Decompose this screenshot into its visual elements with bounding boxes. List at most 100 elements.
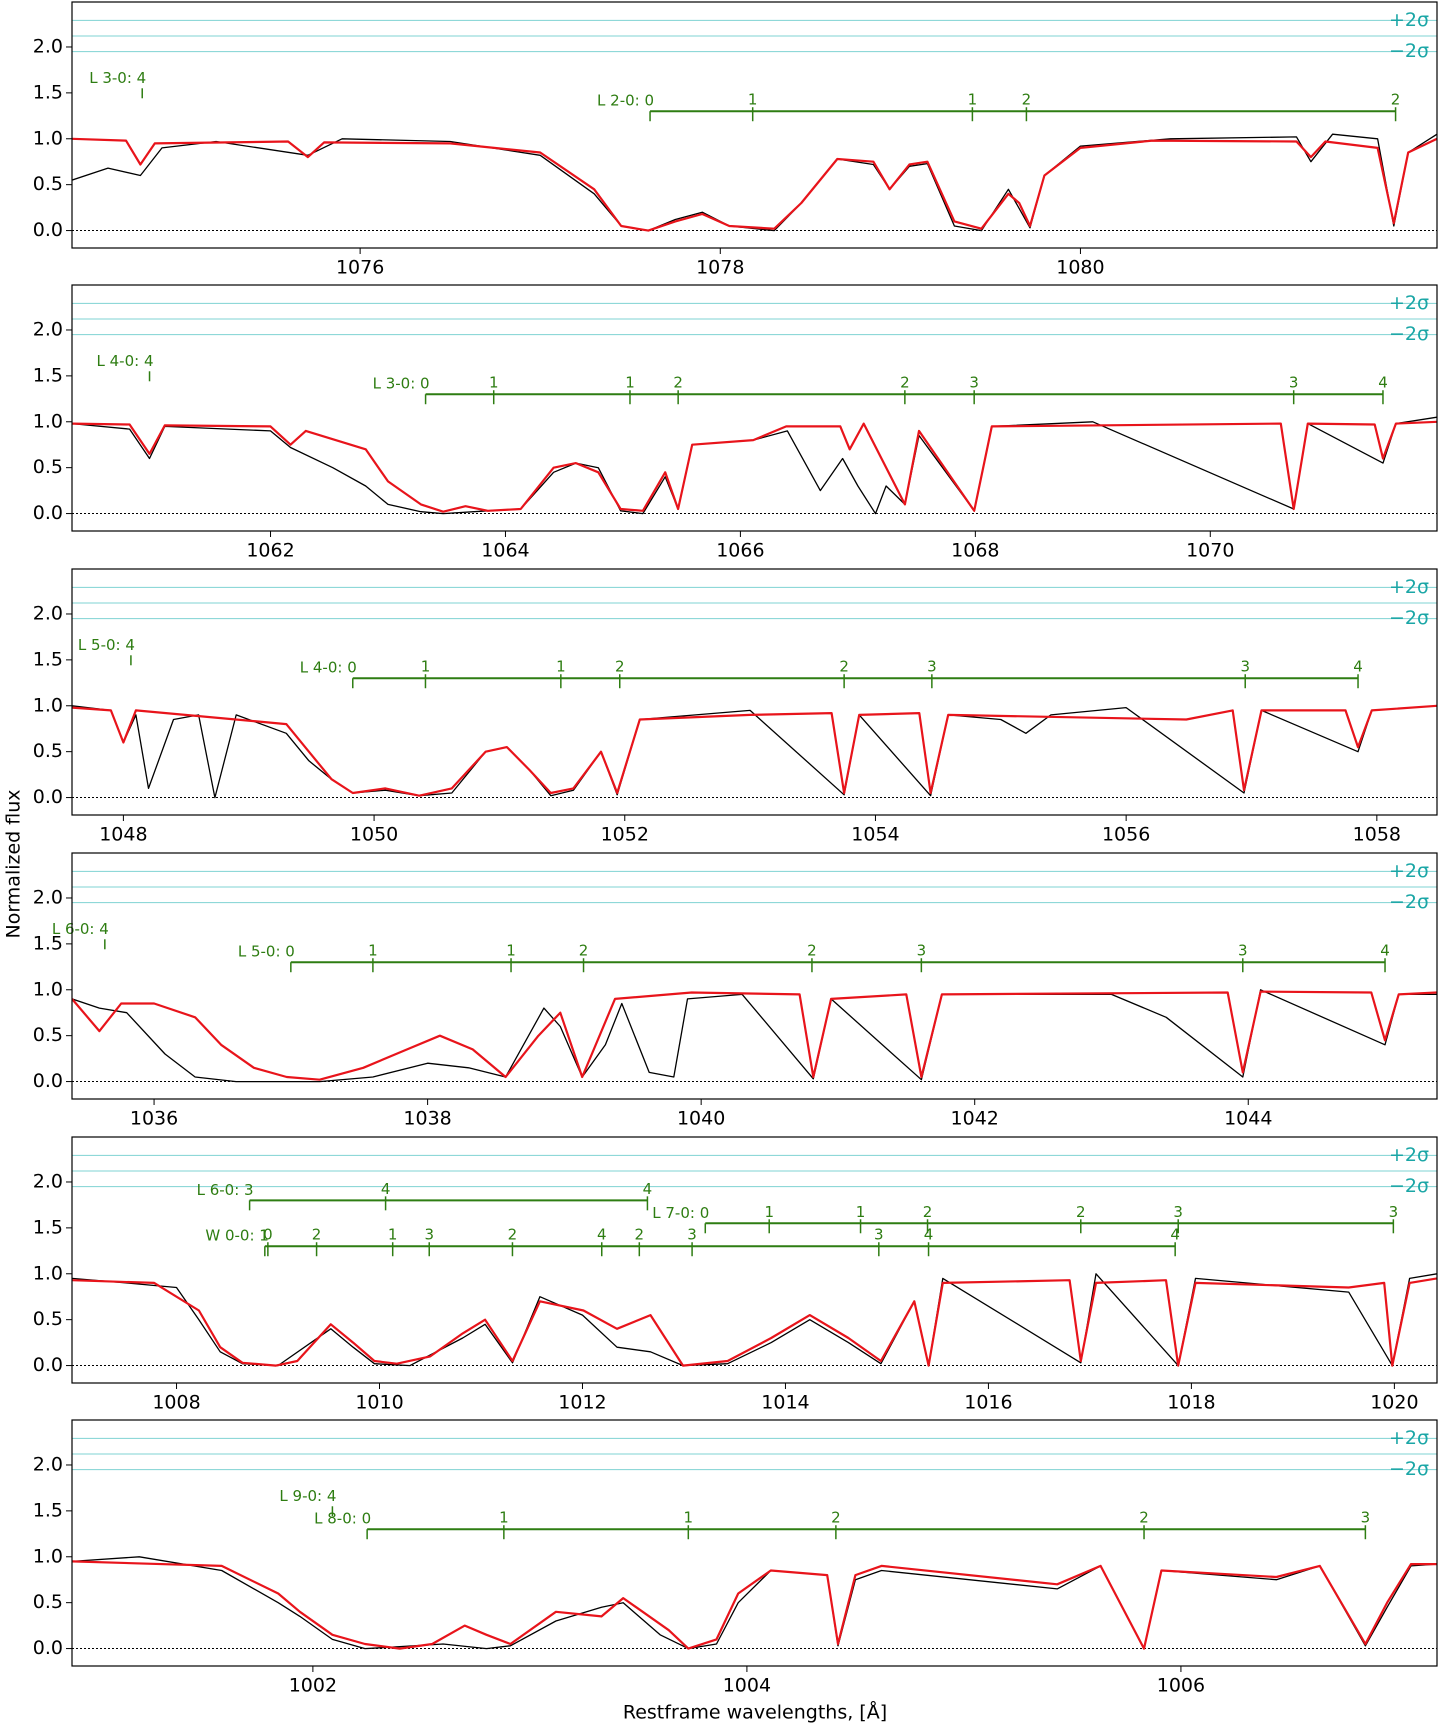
sigma-label: −2σ xyxy=(1389,891,1429,913)
ladder-label: L 6-0: 3 xyxy=(197,1181,254,1199)
panel xyxy=(72,19,1437,232)
ladder-line-label: 2 xyxy=(1139,1509,1149,1527)
ladder-label: L 7-0: 0 xyxy=(652,1204,709,1222)
ladder-label: L 4-0: 0 xyxy=(300,659,357,677)
x-tick-label: 1012 xyxy=(558,1392,606,1414)
spectrum-line xyxy=(72,133,1437,232)
x-tick-label: 1056 xyxy=(1102,824,1150,846)
sigma-label: −2σ xyxy=(1389,40,1429,62)
ladder-line-label: 2 xyxy=(635,1226,645,1244)
sigma-label: +2σ xyxy=(1389,1427,1429,1449)
ladder-line-label: 2 xyxy=(807,942,817,960)
x-tick-label: 1078 xyxy=(696,257,744,279)
x-tick-label: 1064 xyxy=(481,540,529,562)
ladder-line-label: 3 xyxy=(1389,1203,1399,1221)
x-tick-label: 1044 xyxy=(1224,1108,1272,1130)
x-tick-label: 1070 xyxy=(1186,540,1234,562)
panel xyxy=(72,870,1437,1083)
ladder-line-label: 4 xyxy=(643,1180,653,1198)
spectrum-line xyxy=(72,1277,1437,1367)
y-tick-label: 2.0 xyxy=(33,886,63,908)
ladder-line-label: 3 xyxy=(1289,374,1299,392)
x-tick-label: 1010 xyxy=(355,1392,403,1414)
spectrum-line xyxy=(72,989,1437,1083)
ladder-label: L 2-0: 0 xyxy=(597,92,654,110)
sigma-label: +2σ xyxy=(1389,576,1429,598)
spectrum-line xyxy=(72,990,1437,1081)
x-tick-label: 1038 xyxy=(403,1108,451,1130)
spectrum-line xyxy=(72,704,1437,797)
y-tick-label: 0.5 xyxy=(33,456,63,478)
panel xyxy=(72,1154,1437,1367)
x-tick-label: 1054 xyxy=(851,824,899,846)
y-tick-label: 2.0 xyxy=(33,1453,63,1475)
ladder-label: L 5-0: 0 xyxy=(238,943,295,961)
ladder-line-label: 1 xyxy=(625,374,635,392)
x-tick-label: 1036 xyxy=(130,1108,178,1130)
ladder-label: L 3-0: 0 xyxy=(373,375,430,393)
ladder-line-label: 2 xyxy=(839,658,849,676)
x-tick-label: 1068 xyxy=(951,540,999,562)
sigma-label: −2σ xyxy=(1389,607,1429,629)
y-tick-label: 1.5 xyxy=(33,1216,63,1238)
x-tick-label: 1040 xyxy=(677,1108,725,1130)
axes-frame xyxy=(71,1136,1438,1384)
y-tick-label: 2.0 xyxy=(33,602,63,624)
y-tick-label: 1.5 xyxy=(33,81,63,103)
ladder-label: L 8-0: 0 xyxy=(314,1510,371,1528)
x-tick-label: 1004 xyxy=(723,1675,771,1697)
x-tick-label: 1014 xyxy=(761,1392,809,1414)
y-tick-label: 0.0 xyxy=(33,1637,63,1659)
ladder-line-label: 3 xyxy=(1238,942,1248,960)
ladder-line-label: 3 xyxy=(917,942,927,960)
y-tick-label: 2.0 xyxy=(33,1170,63,1192)
y-tick-label: 0.0 xyxy=(33,219,63,241)
panel xyxy=(72,302,1437,515)
ladder-line-label: 3 xyxy=(927,658,937,676)
ladder-line-label: 3 xyxy=(874,1226,884,1244)
ladder-line-label: 3 xyxy=(687,1226,697,1244)
ladder-line-label: 3 xyxy=(1173,1203,1183,1221)
x-tick-label: 1076 xyxy=(336,257,384,279)
y-tick-label: 0.5 xyxy=(33,1591,63,1613)
ladder-line-label: 2 xyxy=(900,374,910,392)
ladder-line-label: 2 xyxy=(1391,91,1401,109)
x-tick-label: 1080 xyxy=(1056,257,1104,279)
panel xyxy=(72,586,1437,799)
x-tick-label: 1058 xyxy=(1353,824,1401,846)
x-tick-label: 1042 xyxy=(951,1108,999,1130)
ladder-line-label: 1 xyxy=(388,1226,398,1244)
y-tick-label: 0.5 xyxy=(33,1308,63,1330)
ladder-line-label: 4 xyxy=(381,1180,391,1198)
sigma-label: +2σ xyxy=(1389,1144,1429,1166)
y-tick-label: 1.0 xyxy=(33,978,63,1000)
ladder-line-label: 0 xyxy=(263,1226,273,1244)
ladder-line-label: 2 xyxy=(1022,91,1032,109)
x-tick-label: 1066 xyxy=(716,540,764,562)
y-tick-label: 1.5 xyxy=(33,648,63,670)
ladder-label: L 9-0: 4 xyxy=(279,1487,336,1505)
axes-frame xyxy=(71,284,1438,532)
panel xyxy=(72,1437,1437,1650)
spectrum-line xyxy=(72,1273,1437,1367)
sigma-label: −2σ xyxy=(1389,1458,1429,1480)
ladder-line-label: 3 xyxy=(1361,1509,1371,1527)
spectrum-line xyxy=(72,1556,1437,1650)
sigma-label: +2σ xyxy=(1389,860,1429,882)
y-tick-label: 0.0 xyxy=(33,1354,63,1376)
axes-frame xyxy=(71,852,1438,1100)
ladder-label: W 0-0: 1 xyxy=(205,1227,268,1245)
y-tick-label: 1.5 xyxy=(33,364,63,386)
ladder-line-label: 1 xyxy=(499,1509,509,1527)
ladder-line-label: 4 xyxy=(1170,1226,1180,1244)
ladder-line-label: 4 xyxy=(924,1226,934,1244)
y-tick-label: 0.5 xyxy=(33,740,63,762)
y-tick-label: 2.0 xyxy=(33,318,63,340)
ladder-line-label: 2 xyxy=(673,374,683,392)
ladder-line-label: 2 xyxy=(579,942,589,960)
y-tick-label: 1.0 xyxy=(33,1262,63,1284)
y-tick-label: 0.5 xyxy=(33,173,63,195)
ladder-line-label: 1 xyxy=(748,91,758,109)
y-tick-label: 0.0 xyxy=(33,786,63,808)
